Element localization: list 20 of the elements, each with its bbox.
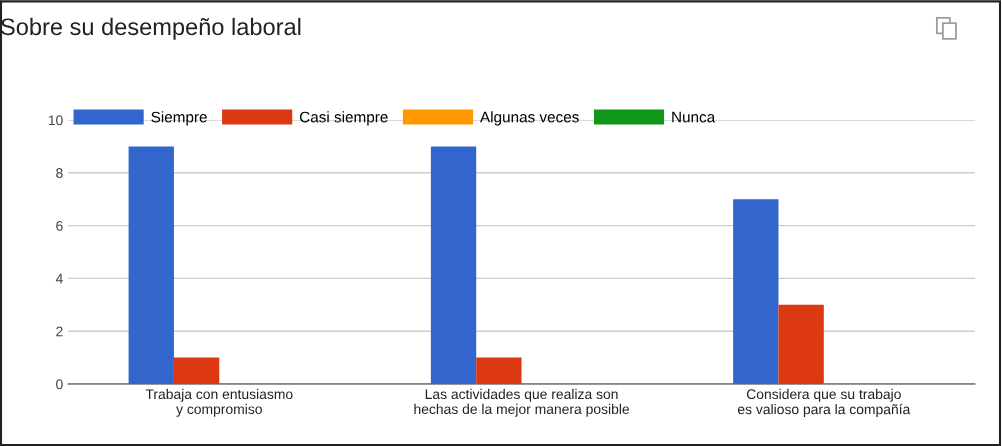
y-tick-label: 6	[56, 220, 63, 231]
bar	[733, 199, 779, 385]
chart-title: Sobre su desempeño laboral	[1, 17, 301, 40]
legend-label: Casi siempre	[299, 111, 388, 126]
y-tick-label: 2	[56, 326, 63, 337]
legend-label: Algunas veces	[480, 111, 579, 126]
bar	[778, 304, 824, 385]
y-tick-label: 4	[55, 273, 63, 284]
bar	[128, 146, 174, 385]
legend-label: Siempre	[151, 111, 207, 126]
y-tick-label: 8	[56, 168, 63, 178]
bar	[173, 357, 220, 385]
x-tick-label: Considera que su trabajo es valioso para la compañía	[737, 388, 911, 417]
x-tick-label: Trabaja con entusiasmo y compromiso	[145, 388, 293, 417]
x-tick-label: Las actividades que realiza son hechas de la mejor manera posible	[414, 388, 630, 417]
y-tick-label: 10	[48, 115, 63, 126]
legend-label: Nunca	[672, 111, 716, 123]
bar	[430, 146, 477, 385]
bar	[476, 357, 522, 385]
y-tick-label: 0	[56, 379, 63, 390]
